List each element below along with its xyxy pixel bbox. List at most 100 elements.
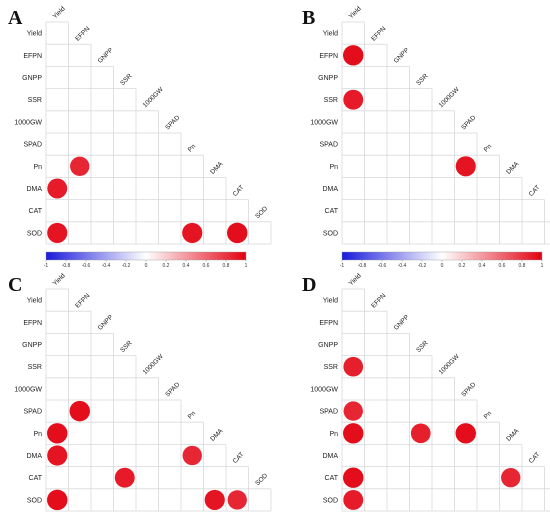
correlation-circle (182, 445, 202, 466)
row-label: Yield (323, 31, 338, 38)
correlation-circle (70, 156, 90, 176)
correlation-circle (410, 423, 431, 444)
row-label: DMA (26, 186, 42, 193)
column-label: SPAD (460, 114, 477, 131)
column-label: EFPN (74, 292, 91, 309)
correlation-circle (47, 222, 68, 243)
column-label: SOD (254, 205, 269, 220)
correlation-circle (204, 489, 225, 510)
column-label: CAT (232, 451, 246, 465)
row-label: EFPN (23, 53, 42, 60)
row-label: SPAD (319, 142, 338, 149)
correlation-circle (343, 489, 364, 510)
colorbar-tick-label: -0.4 (398, 263, 407, 269)
column-label: EFPN (370, 292, 387, 309)
correlation-circle (343, 45, 364, 66)
colorbar-tick-label: 0.2 (163, 263, 170, 269)
colorbar-tick-label: -1 (340, 263, 345, 269)
correlation-grid (45, 288, 272, 512)
row-label: CAT (325, 208, 339, 215)
column-label: Yield (348, 5, 363, 20)
column-label: CAT (232, 184, 246, 198)
correlation-circle (343, 467, 364, 488)
correlation-circle (343, 356, 364, 377)
colorbar-tick-label: -0.4 (102, 263, 111, 269)
colorbar-tick-label: 0.2 (459, 263, 466, 269)
colorbar-tick-label: 1 (245, 263, 248, 269)
panel-letter: A (8, 7, 23, 29)
row-label: GNPP (318, 342, 338, 349)
colorbar-tick-label: -0.8 (62, 263, 71, 269)
column-label: GNPP (393, 47, 411, 65)
correlation-circle (182, 222, 203, 243)
row-label: DMA (26, 453, 42, 460)
row-label: Pn (33, 164, 42, 171)
panel-letter: B (302, 7, 315, 29)
column-label: SSR (119, 339, 134, 354)
correlation-circle (47, 423, 68, 444)
row-label: SSR (324, 364, 338, 371)
column-label: DMA (209, 427, 225, 443)
panel-letter: D (302, 274, 316, 296)
row-label: Yield (27, 298, 42, 305)
colorbar-tick-label: -0.6 (82, 263, 91, 269)
column-label: GNPP (393, 314, 411, 332)
column-label: GNPP (97, 47, 115, 65)
column-label: 1000GW (142, 86, 166, 110)
row-label: SSR (28, 364, 42, 371)
correlation-circle (47, 445, 68, 466)
row-label: SOD (323, 230, 338, 237)
panel-a: A Yield EFPN GNPP SSR 1000GW SPAD Pn DMA CAT SOD Yi… (8, 5, 272, 269)
colorbar: -1 -0.8 -0.6 -0.4 -0.2 0 0.2 0.4 0.6 0.8 1 (44, 251, 248, 269)
column-label: GNPP (97, 314, 115, 332)
panel-letter: C (8, 274, 22, 296)
correlation-circle (343, 423, 364, 444)
colorbar-tick-label: 0.8 (223, 263, 230, 269)
colorbar-tick-label: 0.6 (499, 263, 506, 269)
row-label: 1000GW (14, 119, 42, 126)
row-label: SPAD (319, 409, 338, 416)
colorbar-gradient (341, 251, 543, 261)
correlation-circle (455, 156, 476, 177)
colorbar-gradient (45, 251, 247, 261)
row-label: SPAD (23, 142, 42, 149)
column-label: SSR (415, 339, 430, 354)
correlation-circle (455, 423, 476, 444)
colorbar-tick-label: 0.6 (203, 263, 210, 269)
row-label: SOD (323, 497, 338, 504)
row-label: SPAD (23, 409, 42, 416)
colorbar-tick-label: -0.8 (358, 263, 367, 269)
colorbar-tick-label: 0.4 (479, 263, 486, 269)
row-label: GNPP (22, 75, 42, 82)
colorbar-tick-label: -0.2 (418, 263, 427, 269)
correlation-grid (341, 288, 550, 512)
column-label: Yield (52, 272, 67, 287)
panel-b: B Yield EFPN GNPP SSR 1000GW SPAD Pn DMA CAT SOD Yi… (302, 5, 550, 269)
column-label: Pn (483, 410, 494, 421)
correlation-circle (227, 490, 247, 510)
colorbar-tick-label: 0 (441, 263, 444, 269)
row-label: EFPN (319, 320, 338, 327)
colorbar-tick-label: 0.8 (519, 263, 526, 269)
row-label: SSR (324, 97, 338, 104)
column-label: Pn (483, 143, 494, 154)
column-label: DMA (505, 427, 521, 443)
row-label: Yield (323, 298, 338, 305)
correlation-grid (45, 21, 272, 245)
row-label: CAT (325, 475, 339, 482)
column-label: 1000GW (438, 86, 462, 110)
correlation-circle (501, 468, 521, 488)
correlation-circle (343, 401, 363, 421)
column-label: Pn (187, 143, 198, 154)
panel-c: C Yield EFPN GNPP SSR 1000GW SPAD Pn DMA CAT SOD Yi… (8, 272, 272, 512)
column-label: SSR (119, 72, 134, 87)
row-label: SSR (28, 97, 42, 104)
row-label: 1000GW (310, 119, 338, 126)
correlation-circle (114, 467, 135, 488)
row-label: CAT (29, 208, 43, 215)
column-label: EFPN (370, 25, 387, 42)
row-label: CAT (29, 475, 43, 482)
column-label: SPAD (460, 381, 477, 398)
colorbar-tick-label: -1 (44, 263, 49, 269)
